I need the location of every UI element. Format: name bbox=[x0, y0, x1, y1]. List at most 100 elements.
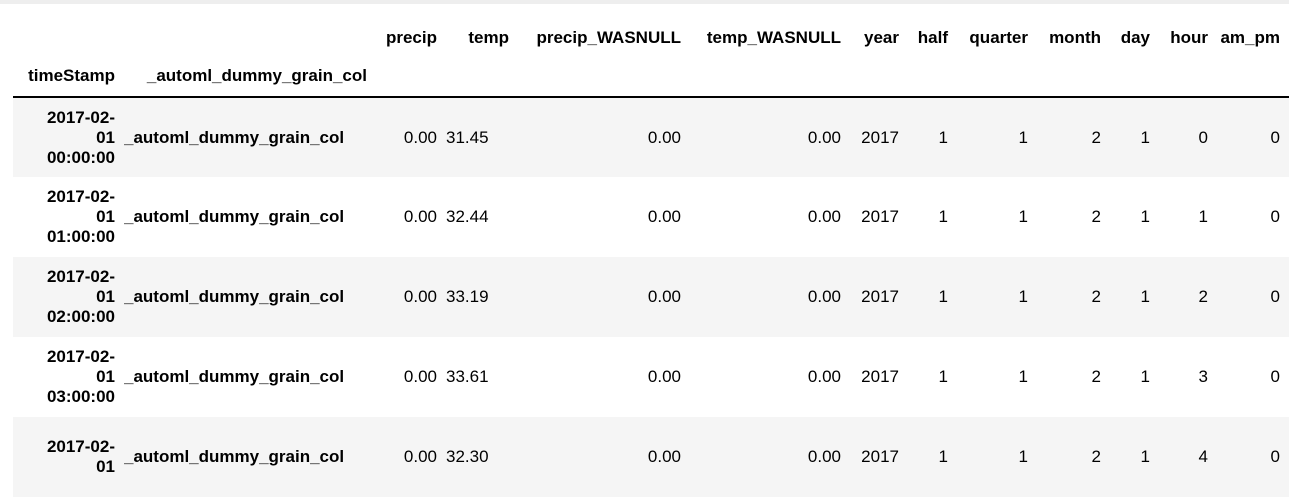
timestamp-day: 01 bbox=[96, 127, 115, 147]
cell-month: 2 bbox=[1091, 287, 1101, 306]
cell-precip-wasnull: 0.00 bbox=[647, 447, 681, 466]
header-blank-cell bbox=[124, 20, 376, 56]
cell-day: 1 bbox=[1140, 447, 1150, 466]
header-blank-cell bbox=[1159, 56, 1217, 97]
header-blank-cell bbox=[13, 20, 124, 56]
cell-day: 1 bbox=[1140, 287, 1150, 306]
grain-index-cell: _automl_dummy_grain_col bbox=[124, 127, 345, 147]
cell-month: 2 bbox=[1091, 447, 1101, 466]
column-header-day: day bbox=[1120, 28, 1150, 47]
cell-temp-wasnull: 0.00 bbox=[807, 367, 841, 386]
cell-quarter: 1 bbox=[1018, 207, 1028, 226]
table-row: 2017-02- 01 02:00:00 _automl_dummy_grain_c… bbox=[13, 257, 1289, 337]
timestamp-day: 01 bbox=[96, 457, 115, 476]
column-header-precip-wasnull: precip_WASNULL bbox=[536, 28, 681, 47]
cell-precip: 0.00 bbox=[403, 127, 437, 147]
cell-am-pm: 0 bbox=[1270, 367, 1280, 386]
cell-precip-wasnull: 0.00 bbox=[647, 287, 681, 306]
timestamp-date: 2017-02- bbox=[46, 107, 115, 127]
cell-precip: 0.00 bbox=[403, 367, 437, 386]
cell-hour: 2 bbox=[1198, 287, 1208, 306]
timestamp-date: 2017-02- bbox=[46, 187, 115, 206]
column-header-precip: precip bbox=[385, 28, 437, 47]
cell-quarter: 1 bbox=[1018, 127, 1028, 147]
timestamp-day: 01 bbox=[96, 367, 115, 386]
header-blank-cell bbox=[908, 56, 957, 97]
cell-precip: 0.00 bbox=[403, 447, 437, 466]
cell-half: 1 bbox=[938, 287, 948, 306]
timestamp-index-cell: 2017-02- 01 01:00:00 bbox=[13, 177, 124, 257]
header-blank-cell bbox=[376, 56, 446, 97]
cell-temp: 32.44 bbox=[446, 207, 489, 226]
output-area-top-border bbox=[0, 0, 1289, 4]
cell-temp: 33.19 bbox=[446, 287, 489, 306]
header-blank-cell bbox=[957, 56, 1037, 97]
cell-precip: 0.00 bbox=[403, 207, 437, 226]
column-header-half: half bbox=[917, 28, 948, 47]
cell-temp-wasnull: 0.00 bbox=[807, 287, 841, 306]
header-blank-cell bbox=[850, 56, 908, 97]
index-header-row: timeStamp _automl_dummy_grain_col bbox=[13, 56, 1289, 97]
cell-hour: 3 bbox=[1198, 367, 1208, 386]
column-header-temp-wasnull: temp_WASNULL bbox=[706, 28, 841, 47]
cell-month: 2 bbox=[1091, 207, 1101, 226]
cell-quarter: 1 bbox=[1018, 287, 1028, 306]
cell-quarter: 1 bbox=[1018, 447, 1028, 466]
dataframe-table: precip temp precip_WASNULL temp_WASNULL … bbox=[13, 20, 1289, 497]
cell-temp: 31.45 bbox=[446, 127, 489, 147]
dataframe-output: precip temp precip_WASNULL temp_WASNULL … bbox=[13, 20, 1289, 497]
cell-quarter: 1 bbox=[1018, 367, 1028, 386]
header-blank-cell bbox=[446, 56, 518, 97]
cell-precip-wasnull: 0.00 bbox=[647, 207, 681, 226]
table-row: 2017-02- 01 01:00:00 _automl_dummy_grain_c… bbox=[13, 177, 1289, 257]
timestamp-time: 02:00:00 bbox=[46, 307, 115, 326]
cell-hour: 0 bbox=[1198, 127, 1208, 147]
cell-month: 2 bbox=[1091, 127, 1101, 147]
table-body: 2017-02- 01 00:00:00 _automl_dummy_grain_c… bbox=[13, 97, 1289, 497]
cell-temp: 33.61 bbox=[446, 367, 489, 386]
table-header: precip temp precip_WASNULL temp_WASNULL … bbox=[13, 20, 1289, 97]
timestamp-day: 01 bbox=[96, 287, 115, 306]
cell-am-pm: 0 bbox=[1270, 207, 1280, 226]
cell-hour: 4 bbox=[1198, 447, 1208, 466]
grain-index-cell: _automl_dummy_grain_col bbox=[124, 207, 345, 226]
cell-year: 2017 bbox=[861, 367, 899, 386]
grain-index-cell: _automl_dummy_grain_col bbox=[124, 367, 345, 386]
column-header-row: precip temp precip_WASNULL temp_WASNULL … bbox=[13, 20, 1289, 56]
timestamp-day: 01 bbox=[96, 207, 115, 226]
header-blank-cell bbox=[1217, 56, 1289, 97]
cell-day: 1 bbox=[1140, 127, 1150, 147]
cell-year: 2017 bbox=[861, 207, 899, 226]
cell-temp-wasnull: 0.00 bbox=[807, 207, 841, 226]
header-blank-cell bbox=[690, 56, 850, 97]
column-header-am-pm: am_pm bbox=[1220, 28, 1280, 47]
table-row: 2017-02- 01 03:00:00 _automl_dummy_grain_c… bbox=[13, 337, 1289, 417]
timestamp-time: 00:00:00 bbox=[46, 147, 115, 167]
timestamp-index-cell: 2017-02- 01 bbox=[13, 417, 124, 497]
index-header-timestamp: timeStamp bbox=[28, 66, 115, 85]
column-header-hour: hour bbox=[1170, 28, 1208, 47]
cell-temp-wasnull: 0.00 bbox=[807, 127, 841, 147]
cell-month: 2 bbox=[1091, 367, 1101, 386]
timestamp-date: 2017-02- bbox=[46, 267, 115, 286]
cell-half: 1 bbox=[938, 207, 948, 226]
cell-year: 2017 bbox=[861, 287, 899, 306]
column-header-quarter: quarter bbox=[969, 28, 1028, 47]
column-header-month: month bbox=[1049, 28, 1101, 47]
cell-hour: 1 bbox=[1198, 207, 1208, 226]
cell-precip-wasnull: 0.00 bbox=[647, 127, 681, 147]
timestamp-index-cell: 2017-02- 01 00:00:00 bbox=[13, 97, 124, 177]
cell-temp: 32.30 bbox=[446, 447, 489, 466]
column-header-temp: temp bbox=[468, 28, 509, 47]
table-row: 2017-02- 01 00:00:00 _automl_dummy_grain_c… bbox=[13, 97, 1289, 177]
cell-am-pm: 0 bbox=[1270, 447, 1280, 466]
cell-precip: 0.00 bbox=[403, 287, 437, 306]
cell-year: 2017 bbox=[861, 447, 899, 466]
cell-day: 1 bbox=[1140, 367, 1150, 386]
timestamp-index-cell: 2017-02- 01 03:00:00 bbox=[13, 337, 124, 417]
column-header-year: year bbox=[864, 28, 899, 47]
timestamp-date: 2017-02- bbox=[46, 347, 115, 366]
cell-year: 2017 bbox=[861, 127, 899, 147]
cell-am-pm: 0 bbox=[1270, 287, 1280, 306]
table-row: 2017-02- 01 _automl_dummy_grain_col 0.00 … bbox=[13, 417, 1289, 497]
